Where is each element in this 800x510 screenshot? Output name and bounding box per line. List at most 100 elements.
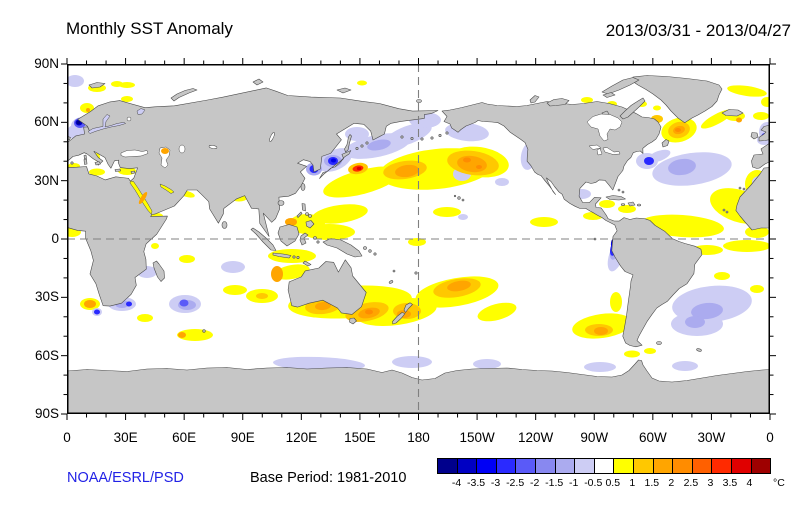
landmass-iberia-right: [751, 142, 770, 169]
island-hainan: [277, 200, 285, 206]
island-newfoundland: [661, 139, 670, 148]
y-axis-label: 30S: [34, 289, 59, 305]
island-kerguelen: [202, 329, 206, 333]
colorbar-unit: °C: [773, 477, 785, 489]
y-axis-label: 60S: [34, 347, 59, 363]
island-sumatra: [250, 227, 277, 251]
x-axis-label: 0: [766, 430, 774, 445]
anomaly-positive-1.5: [84, 104, 742, 338]
island-severnaya-zemlya: [252, 78, 264, 86]
island-new-guinea: [322, 238, 363, 258]
anomaly-negative-4: [76, 120, 615, 244]
colorbar-cell: [692, 459, 713, 473]
island-bahamas: [617, 188, 625, 194]
colorbar-cell: [633, 459, 654, 473]
colorbar-cell: [438, 459, 458, 473]
x-axis-label: 120W: [518, 430, 554, 445]
island-wrangel: [416, 99, 422, 103]
island-jamaica: [620, 203, 626, 206]
anomaly-negative-3.5: [75, 119, 83, 126]
anomaly-negative-3: [330, 158, 617, 248]
landmass-nw-africa-right: [735, 167, 770, 231]
island-taiwan: [300, 183, 306, 191]
island-visayas: [305, 212, 312, 218]
island-mindanao: [305, 220, 315, 229]
island-falklands: [656, 341, 662, 345]
colorbar-tick-label: -0.5: [584, 477, 603, 489]
y-axis-label: 0: [51, 231, 59, 246]
colorbar-cell: [575, 459, 595, 473]
island-luzon: [301, 203, 306, 212]
x-axis-label: 90E: [230, 430, 255, 445]
landmass-australia: [287, 259, 367, 315]
island-iceland: [721, 109, 744, 117]
colorbar-cell: [594, 459, 615, 473]
x-axis-label: 180: [407, 430, 430, 445]
island-devon: [602, 92, 616, 98]
colorbar-cell: [712, 459, 732, 473]
anomaly-negative-0.5: [67, 75, 770, 372]
island-new-siberian: [336, 87, 352, 94]
y-axis-label: 30N: [34, 172, 59, 188]
sea-overlays: [87, 108, 623, 216]
sea-black-sea: [120, 149, 149, 158]
anomaly-negative-2: [74, 118, 189, 307]
island-baffin: [619, 97, 646, 120]
island-moluccas: [313, 236, 320, 244]
landmass-greenland: [631, 75, 723, 123]
date-range: 2013/03/31 - 2013/04/27: [605, 21, 791, 40]
colorbar-cell: [477, 459, 497, 473]
sea-baltic: [87, 114, 127, 134]
colorbar-tick-label: -1: [569, 477, 579, 489]
colorbar-cell: [614, 459, 634, 473]
y-axis-label: 60N: [34, 114, 59, 130]
x-axis-label: 30E: [113, 430, 138, 445]
colorbar-cell: [516, 459, 536, 473]
island-sulawesi: [299, 232, 309, 246]
landmass-afro-eurasia: [67, 87, 439, 307]
colorbar-cell: [751, 459, 771, 473]
world-map: [67, 64, 770, 414]
landmass-antarctica: [67, 359, 770, 414]
island-tasmania: [349, 317, 357, 325]
colorbar-cell: [673, 459, 693, 473]
colorbar-cell: [535, 459, 556, 473]
island-ireland: [750, 132, 759, 140]
sea-persian-gulf: [159, 183, 175, 194]
red-sea-warm-anomaly: [138, 191, 148, 205]
colorbar-cell: [555, 459, 576, 473]
map-frame: [67, 64, 770, 414]
island-svalbard: [88, 82, 106, 89]
island-madagascar: [152, 260, 165, 282]
island-timor: [302, 260, 312, 267]
colorbar-tick-label: 4: [746, 477, 753, 489]
land-layer: [67, 75, 770, 414]
colorbar-tick-label: 2.5: [683, 477, 699, 489]
credit-text: NOAA/ESRL/PSD: [67, 470, 184, 486]
anomaly-positive-4: [356, 166, 362, 171]
island-sri-lanka: [221, 221, 228, 229]
x-axis-label: 60E: [172, 430, 197, 445]
island-novaya-zemlya: [170, 88, 198, 102]
sea-hudson-bay: [586, 113, 623, 142]
anomaly-positive-2.5: [365, 128, 681, 315]
island-cuba: [605, 195, 626, 201]
caspian-warm-anomaly: [161, 148, 169, 154]
sea-great-lakes: [588, 144, 621, 156]
colorbar-tick-label: -3: [490, 477, 501, 489]
colorbar-cell: [731, 459, 752, 473]
base-period-text: Base Period: 1981-2010: [250, 470, 407, 486]
colorbar-tick-label: 3.5: [722, 477, 738, 489]
colorbar-cell: [653, 459, 674, 473]
x-axis-label: 120E: [285, 430, 318, 445]
plot-title: Monthly SST Anomaly: [66, 19, 233, 38]
island-south-georgia: [696, 348, 702, 352]
island-puerto-rico: [636, 203, 641, 207]
colorbar-tick-label: 2: [668, 477, 675, 489]
island-victoria: [546, 98, 570, 107]
colorbar-tick-label: 3: [707, 477, 714, 489]
island-japan: [319, 150, 352, 179]
colorbar-tick-label: 1.5: [644, 477, 660, 489]
colorbar-cell: [457, 459, 478, 473]
island-borneo: [277, 224, 300, 247]
